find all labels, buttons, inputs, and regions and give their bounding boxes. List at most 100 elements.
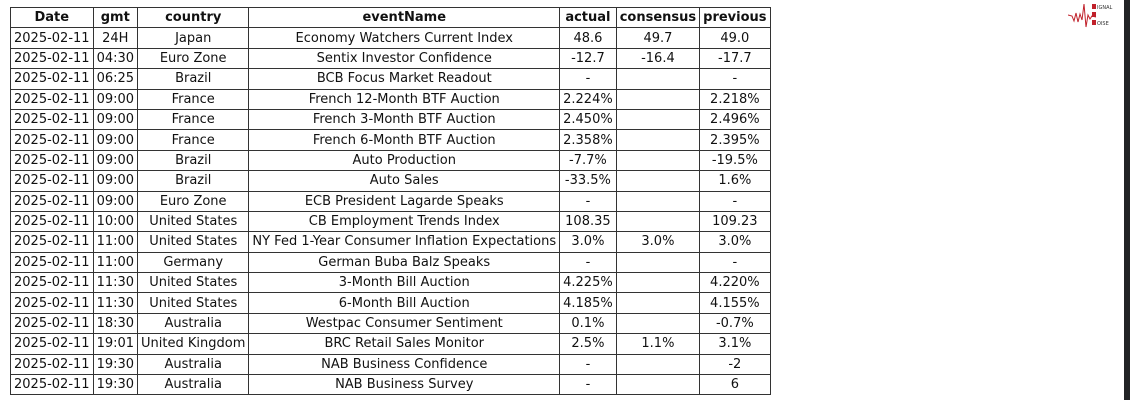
cell-consensus: 1.1% [615, 333, 701, 355]
cell-date: 2025-02-11 [10, 353, 94, 376]
cell-country: Euro Zone [137, 190, 250, 212]
table-row: 2025-02-11 09:00 France French 12-Month BTF… [10, 88, 771, 110]
table-row: 2025-02-11 18:30 Australia Westpac Consumer… [10, 312, 771, 335]
cell-consensus [615, 374, 701, 396]
cell-consensus [615, 292, 701, 314]
cell-gmt: 11:00 [92, 251, 139, 274]
cell-gmt: 19:01 [92, 333, 139, 355]
cell-consensus [615, 210, 701, 233]
cell-gmt: 06:25 [92, 68, 139, 90]
cell-actual: - [559, 374, 617, 396]
cell-actual: - [559, 190, 617, 212]
cell-date: 2025-02-11 [10, 190, 94, 212]
cell-consensus [615, 88, 701, 110]
cell-event-name: German Buba Balz Speaks [248, 251, 561, 274]
cell-country: United States [137, 231, 250, 253]
window-edge [1124, 0, 1130, 400]
cell-previous: 3.1% [699, 333, 771, 355]
cell-previous: 4.220% [699, 272, 771, 294]
cell-previous: 3.0% [699, 231, 771, 253]
cell-previous: -19.5% [699, 149, 771, 172]
cell-date: 2025-02-11 [10, 292, 94, 314]
table-row: 2025-02-11 24H Japan Economy Watchers Curre… [10, 27, 771, 49]
cell-actual: -33.5% [559, 170, 617, 192]
table-row: 2025-02-11 09:00 France French 6-Month BTF … [10, 129, 771, 151]
cell-actual: - [559, 68, 617, 90]
cell-country: Germany [137, 251, 250, 274]
cell-consensus [615, 170, 701, 192]
cell-country: France [137, 88, 250, 110]
cell-date: 2025-02-11 [10, 272, 94, 294]
cell-consensus [615, 149, 701, 172]
table-row: 2025-02-11 09:00 Euro Zone ECB President La… [10, 190, 771, 212]
cell-event-name: Auto Sales [248, 170, 561, 192]
cell-actual: -7.7% [559, 149, 617, 172]
cell-previous: - [699, 68, 771, 90]
cell-consensus: 49.7 [615, 27, 701, 49]
cell-date: 2025-02-11 [10, 210, 94, 233]
cell-actual: -12.7 [559, 47, 617, 70]
cell-actual: 2.224% [559, 88, 617, 110]
cell-gmt: 11:30 [92, 272, 139, 294]
cell-country: Australia [137, 353, 250, 376]
svg-text:IGNAL: IGNAL [1097, 5, 1113, 11]
cell-consensus [615, 353, 701, 376]
cell-country: United States [137, 210, 250, 233]
cell-country: Brazil [137, 170, 250, 192]
cell-consensus: -16.4 [615, 47, 701, 70]
cell-date: 2025-02-11 [10, 27, 94, 49]
cell-date: 2025-02-11 [10, 149, 94, 172]
table-row: 2025-02-11 11:00 Germany German Buba Balz S… [10, 251, 771, 274]
cell-date: 2025-02-11 [10, 312, 94, 335]
cell-event-name: 6-Month Bill Auction [248, 292, 561, 314]
table-header-row: Date gmt country eventName actual consensus pr… [10, 6, 771, 29]
table-row: 2025-02-11 11:00 United States NY Fed 1-Yea… [10, 231, 771, 253]
cell-country: Australia [137, 312, 250, 335]
cell-country: United States [137, 292, 250, 314]
cell-date: 2025-02-11 [10, 374, 94, 396]
cell-date: 2025-02-11 [10, 129, 94, 151]
cell-consensus [615, 108, 701, 131]
cell-previous: -17.7 [699, 47, 771, 70]
cell-actual: 4.185% [559, 292, 617, 314]
cell-previous: -0.7% [699, 312, 771, 335]
cell-consensus [615, 129, 701, 151]
table-row: 2025-02-11 06:25 Brazil BCB Focus Market Re… [10, 68, 771, 90]
cell-country: United Kingdom [137, 333, 250, 355]
table-row: 2025-02-11 09:00 Brazil Auto Production -7.7… [10, 149, 771, 172]
cell-country: Japan [137, 27, 250, 49]
cell-gmt: 24H [92, 27, 139, 49]
column-header-consensus: consensus [615, 6, 701, 29]
cell-country: Brazil [137, 68, 250, 90]
cell-country: Euro Zone [137, 47, 250, 70]
cell-event-name: Sentix Investor Confidence [248, 47, 561, 70]
cell-actual: 48.6 [559, 27, 617, 49]
cell-actual: 2.450% [559, 108, 617, 131]
table-row: 2025-02-11 10:00 United States CB Employmen… [10, 210, 771, 233]
cell-gmt: 19:30 [92, 374, 139, 396]
cell-previous: 2.496% [699, 108, 771, 131]
cell-gmt: 11:00 [92, 231, 139, 253]
cell-event-name: NAB Business Confidence [248, 353, 561, 376]
cell-previous: 2.218% [699, 88, 771, 110]
column-header-previous: previous [699, 6, 771, 29]
cell-date: 2025-02-11 [10, 170, 94, 192]
cell-consensus [615, 312, 701, 335]
cell-actual: 0.1% [559, 312, 617, 335]
cell-gmt: 09:00 [92, 108, 139, 131]
cell-country: France [137, 129, 250, 151]
cell-consensus [615, 190, 701, 212]
cell-actual: 3.0% [559, 231, 617, 253]
column-header-date: Date [10, 6, 94, 29]
signal-2-noise-logo: IGNAL OISE [1068, 3, 1113, 28]
cell-gmt: 04:30 [92, 47, 139, 70]
cell-previous: 4.155% [699, 292, 771, 314]
cell-consensus [615, 251, 701, 274]
cell-consensus [615, 68, 701, 90]
cell-event-name: Auto Production [248, 149, 561, 172]
cell-event-name: BCB Focus Market Readout [248, 68, 561, 90]
cell-previous: -2 [699, 353, 771, 376]
column-header-event-name: eventName [248, 6, 561, 29]
cell-country: United States [137, 272, 250, 294]
cell-gmt: 09:00 [92, 190, 139, 212]
